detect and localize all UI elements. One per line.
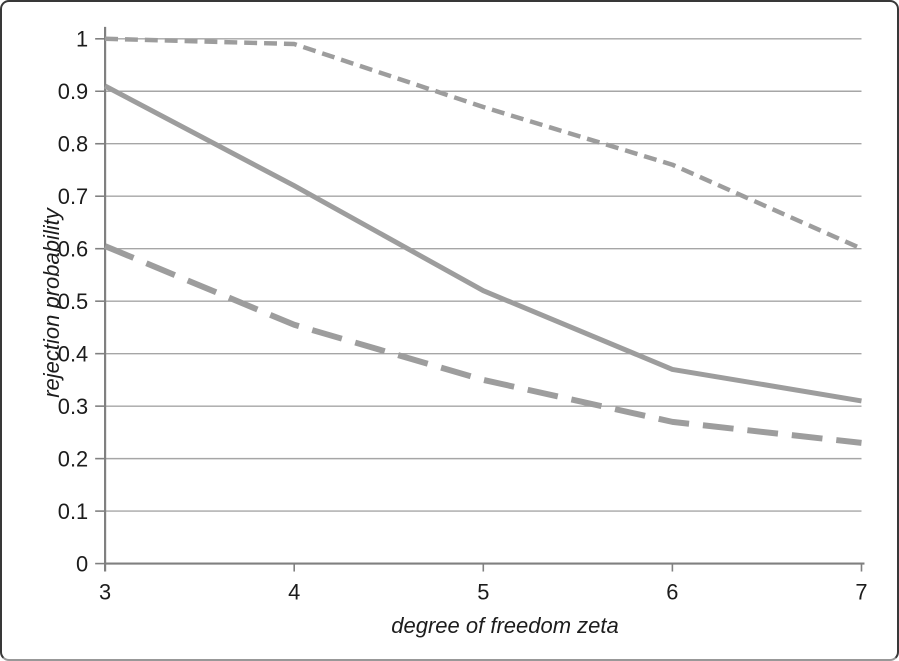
y-tick-label: 0.4 — [58, 342, 88, 367]
y-axis-title: rejection probability — [39, 208, 64, 398]
y-tick-label: 0.6 — [58, 237, 88, 262]
y-tick-label: 0.2 — [58, 447, 88, 472]
series-line-solid — [103, 83, 862, 404]
x-tick-label: 3 — [99, 579, 111, 604]
y-tick-label: 0.9 — [58, 79, 88, 104]
x-tick-label: 5 — [477, 579, 489, 604]
y-tick-label: 0.1 — [58, 499, 88, 524]
y-tick-label: 1 — [76, 27, 88, 52]
y-tick-label: 0.7 — [58, 184, 88, 209]
x-tick-label: 6 — [666, 579, 678, 604]
series-line-long-dash — [103, 243, 862, 446]
y-tick-label: 0.5 — [58, 289, 88, 314]
x-axis-title: degree of freedom zeta — [391, 613, 619, 638]
y-tick-label: 0.8 — [58, 132, 88, 157]
y-tick-label: 0 — [76, 552, 88, 577]
x-tick-label: 4 — [288, 579, 300, 604]
y-tick-label: 0.3 — [58, 394, 88, 419]
x-tick-label: 7 — [855, 579, 867, 604]
series-line-short-dash — [105, 36, 863, 251]
